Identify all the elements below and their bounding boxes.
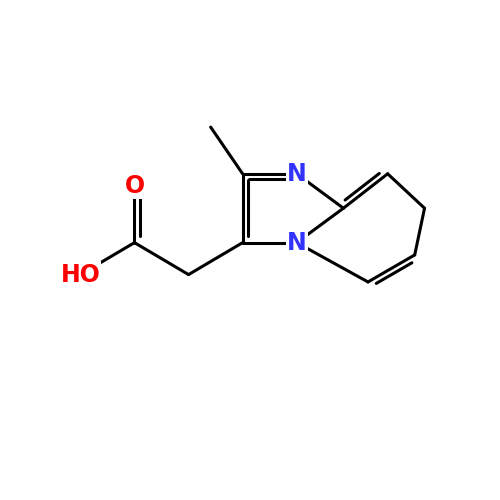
Text: O: O bbox=[124, 174, 144, 198]
Text: N: N bbox=[287, 230, 306, 254]
Text: N: N bbox=[287, 162, 306, 186]
Text: HO: HO bbox=[60, 262, 100, 286]
